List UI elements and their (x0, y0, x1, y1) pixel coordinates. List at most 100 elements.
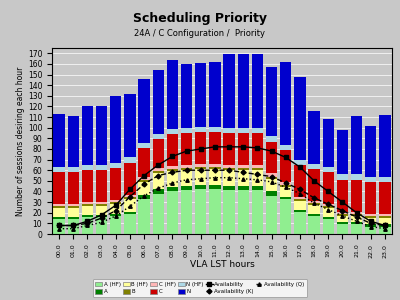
Bar (167, 171, 178, 187)
Bar (167, 187, 178, 191)
Bar (54, 217, 65, 219)
Bar (280, 199, 292, 234)
Bar (294, 212, 306, 234)
Bar (110, 214, 122, 216)
Bar (152, 168, 164, 171)
Bar (322, 204, 334, 206)
Bar (322, 208, 334, 217)
Bar (379, 214, 390, 216)
Bar (124, 199, 136, 212)
Bar (238, 133, 249, 165)
Bar (138, 199, 150, 234)
Bar (308, 164, 320, 169)
Bar (266, 136, 277, 142)
Bar (294, 160, 306, 165)
Bar (337, 130, 348, 175)
Bar (195, 164, 206, 167)
Bar (54, 172, 65, 204)
Bar (238, 170, 249, 186)
Text: 24A / C Configuration /  Priority: 24A / C Configuration / Priority (134, 28, 266, 38)
Bar (68, 204, 79, 206)
Bar (96, 206, 107, 215)
Bar (138, 142, 150, 148)
Bar (138, 148, 150, 177)
Bar (266, 191, 277, 196)
Bar (152, 189, 164, 194)
Bar (181, 64, 192, 128)
Y-axis label: Number of sessions desiring each hour: Number of sessions desiring each hour (16, 66, 25, 216)
Bar (252, 186, 263, 191)
Bar (379, 216, 390, 218)
Bar (238, 165, 249, 168)
Bar (351, 212, 362, 214)
Bar (365, 177, 376, 182)
Bar (322, 172, 334, 204)
Bar (365, 182, 376, 214)
Bar (82, 165, 93, 170)
Bar (224, 133, 235, 165)
Bar (252, 190, 263, 234)
Bar (266, 142, 277, 173)
Bar (224, 168, 235, 170)
Bar (82, 106, 93, 165)
Bar (351, 222, 362, 224)
Bar (96, 170, 107, 202)
Bar (96, 202, 107, 204)
Bar (68, 206, 79, 208)
Bar (96, 165, 107, 170)
Bar (238, 54, 249, 128)
Bar (266, 67, 277, 136)
Bar (195, 63, 206, 127)
Bar (124, 214, 136, 234)
Bar (209, 167, 220, 169)
Bar (280, 182, 292, 185)
Bar (252, 54, 263, 128)
Bar (337, 214, 348, 216)
Bar (124, 212, 136, 214)
Bar (365, 216, 376, 218)
Bar (54, 208, 65, 217)
Bar (138, 79, 150, 142)
Bar (365, 218, 376, 224)
Bar (337, 212, 348, 214)
Bar (181, 168, 192, 170)
Bar (294, 201, 306, 210)
Bar (110, 96, 122, 163)
Bar (379, 182, 390, 214)
Bar (54, 206, 65, 208)
Bar (351, 224, 362, 234)
Bar (167, 191, 178, 234)
Bar (152, 70, 164, 134)
Bar (209, 127, 220, 132)
Bar (209, 164, 220, 167)
Bar (351, 214, 362, 216)
Bar (379, 224, 390, 226)
Bar (209, 169, 220, 185)
Bar (152, 140, 164, 168)
Bar (138, 182, 150, 195)
Bar (224, 54, 235, 128)
Bar (337, 224, 348, 234)
Bar (322, 217, 334, 219)
Bar (337, 175, 348, 180)
Bar (322, 119, 334, 167)
Bar (365, 226, 376, 234)
Bar (379, 218, 390, 224)
Bar (195, 127, 206, 132)
Bar (322, 206, 334, 208)
Bar (308, 205, 320, 214)
Bar (252, 133, 263, 165)
Bar (68, 219, 79, 234)
Bar (252, 168, 263, 170)
Bar (82, 215, 93, 217)
Bar (195, 167, 206, 169)
Bar (294, 197, 306, 199)
Bar (224, 186, 235, 191)
Bar (195, 185, 206, 189)
Bar (337, 180, 348, 212)
Bar (110, 200, 122, 202)
Bar (68, 208, 79, 217)
Bar (266, 173, 277, 177)
Bar (280, 197, 292, 199)
Bar (124, 94, 136, 158)
